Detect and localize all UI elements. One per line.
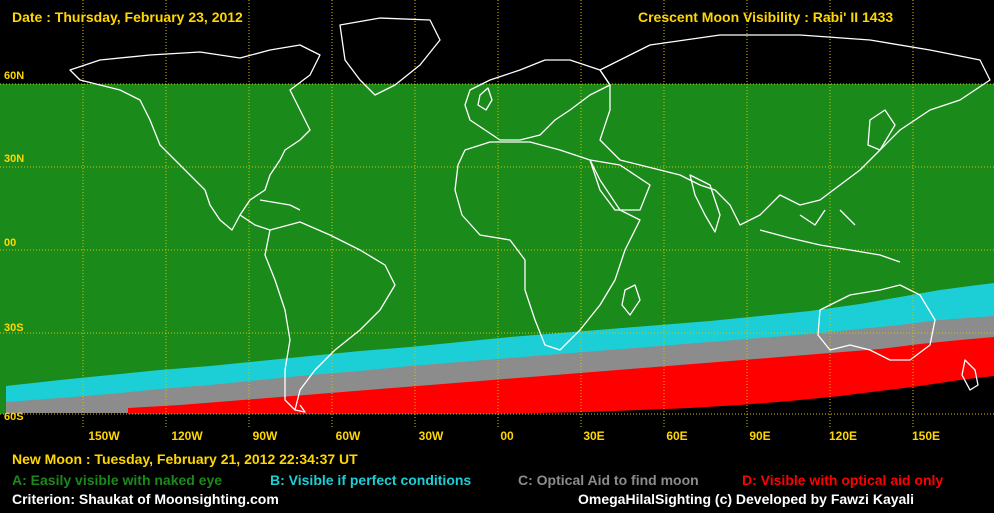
lon-label-60e: 60E [666,429,688,443]
coast-africa [454,141,641,351]
graticule [0,0,994,428]
lat-label-30n: 30N [4,153,25,165]
coast-arabia [589,159,651,211]
date-heading: Date : Thursday, February 23, 2012 [12,9,243,25]
coast-uk [477,87,493,111]
legend-a: A: Easily visible with naked eye [12,472,223,488]
zone-d-area [128,337,994,414]
lon-label-30e: 30E [583,429,605,443]
zone-c-area [6,316,994,413]
lon-label-150w: 150W [88,429,120,443]
legend-c: C: Optical Aid to find moon [518,472,699,488]
coastlines [69,17,991,413]
credit-info: OmegaHilalSighting (c) Developed by Fawz… [578,491,915,507]
coast-asia [599,34,991,226]
coast-greenland [339,17,441,96]
lon-label-00: 00 [500,429,514,443]
lon-label-30w: 30W [418,429,444,443]
lon-label-90w: 90W [252,429,278,443]
lat-label-30s: 30S [4,322,24,334]
zone-b-area [6,283,994,413]
lon-label-90e: 90E [749,429,771,443]
criterion-info: Criterion: Shaukat of Moonsighting.com [12,491,279,507]
coast-new-zealand [961,359,979,391]
legend-b: B: Visible if perfect conditions [270,472,472,488]
lat-label-60s: 60S [4,411,24,423]
coast-japan [867,109,896,151]
lat-label-60n: 60N [4,70,25,82]
coast-tierra-del-fuego [294,404,306,413]
lon-label-150e: 150E [911,429,941,443]
coast-australia [817,284,936,361]
new-moon-info: New Moon : Tuesday, February 21, 2012 22… [12,451,358,467]
coast-north-america [69,44,321,231]
coast-caribbean [239,199,301,231]
coast-europe [464,59,611,141]
map-title: Crescent Moon Visibility : Rabi' II 1433 [638,9,894,25]
lon-label-120e: 120E [828,429,858,443]
coast-madagascar [621,284,641,316]
coast-south-america [264,221,396,411]
lon-label-120w: 120W [171,429,203,443]
lon-label-60w: 60W [335,429,361,443]
legend-d: D: Visible with optical aid only [742,472,944,488]
coast-indonesia [759,209,901,263]
coast-india [689,174,721,233]
lat-label-00: 00 [4,237,17,249]
